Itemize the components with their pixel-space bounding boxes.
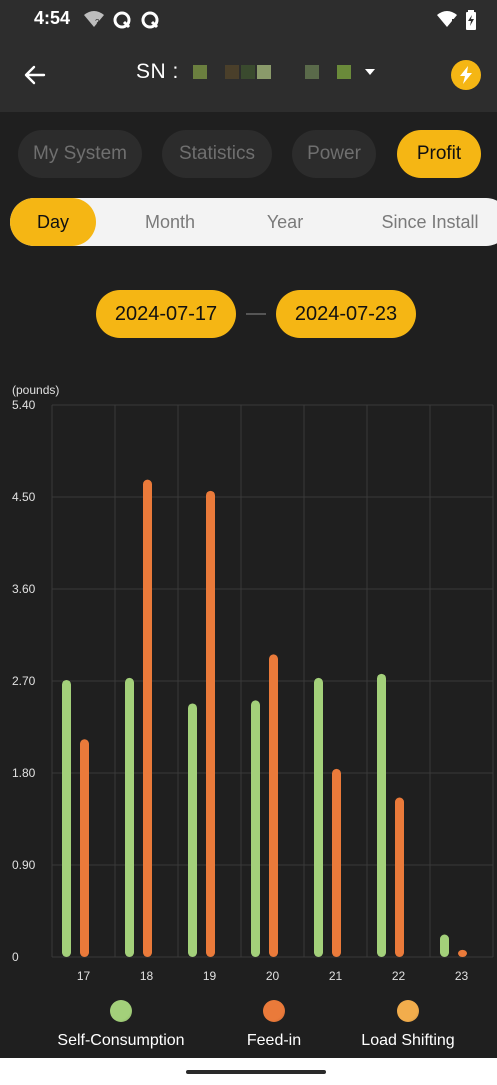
legend-label: Load Shifting [361, 1032, 455, 1049]
y-tick-label: 5.40 [12, 398, 36, 412]
bar-feed-in[interactable] [458, 949, 467, 957]
x-tick-label: 18 [140, 969, 154, 983]
chart-legend: Self-Consumption Feed-in Load Shifting [0, 1000, 497, 1056]
serial-number-selector[interactable]: SN : [136, 60, 375, 84]
y-tick-label: 0 [12, 950, 19, 964]
status-icons-left: ? [84, 10, 160, 30]
x-tick-label: 23 [455, 969, 469, 983]
lightning-icon [460, 66, 472, 84]
redacted-block [304, 65, 319, 79]
start-date-picker[interactable]: 2024-07-17 [96, 290, 236, 338]
bar-self-consumption[interactable] [377, 673, 386, 957]
legend-dot [263, 1000, 285, 1022]
bar-feed-in[interactable] [206, 490, 215, 957]
redacted-block [224, 65, 239, 79]
bar-self-consumption[interactable] [62, 679, 71, 957]
tab-profit[interactable]: Profit [397, 130, 481, 178]
status-icons-right [437, 10, 477, 30]
bar-feed-in[interactable] [332, 768, 341, 957]
battery-charging-icon [466, 10, 476, 30]
wifi-signal-icon [437, 11, 457, 27]
y-axis-label: (pounds) [12, 383, 59, 397]
redacted-block [208, 65, 223, 79]
serial-number-redacted [192, 65, 351, 79]
app-header: SN : [0, 40, 497, 112]
tab-my-system[interactable]: My System [18, 130, 142, 178]
dropdown-caret-icon [364, 69, 375, 75]
bar-self-consumption[interactable] [125, 677, 134, 957]
bar-feed-in[interactable] [80, 739, 89, 957]
sn-label: SN : [136, 60, 179, 83]
svg-text:?: ? [95, 18, 100, 27]
x-tick-label: 19 [203, 969, 217, 983]
redacted-block [320, 65, 335, 79]
app-notification-icon [141, 11, 159, 29]
y-axis-ticks: 5.40 4.50 3.60 2.70 1.80 0.90 0 [12, 398, 36, 964]
redacted-block [192, 65, 207, 79]
status-time: 4:54 [34, 8, 71, 28]
wifi-unknown-icon: ? [84, 11, 104, 27]
legend-self-consumption[interactable]: Self-Consumption [52, 1000, 190, 1050]
period-day[interactable]: Day [10, 198, 96, 246]
x-tick-label: 22 [392, 969, 406, 983]
app-notification-icon [113, 11, 131, 29]
y-tick-label: 4.50 [12, 490, 36, 504]
redacted-block [288, 65, 303, 79]
legend-feed-in[interactable]: Feed-in [238, 1000, 310, 1050]
redacted-block [256, 65, 271, 79]
tab-statistics[interactable]: Statistics [162, 130, 272, 178]
status-bar: 4:54 ? [0, 0, 497, 40]
period-month[interactable]: Month [144, 211, 196, 232]
x-tick-label: 21 [329, 969, 343, 983]
bar-feed-in[interactable] [269, 654, 278, 957]
legend-dot [397, 1000, 419, 1022]
bar-self-consumption[interactable] [188, 703, 197, 957]
bar-self-consumption[interactable] [251, 700, 260, 957]
y-tick-label: 0.90 [12, 858, 36, 872]
redacted-block [240, 65, 255, 79]
legend-label: Feed-in [246, 1032, 302, 1049]
tab-power[interactable]: Power [292, 130, 376, 178]
chart-grid [51, 404, 494, 958]
x-tick-label: 20 [266, 969, 280, 983]
period-since-install[interactable]: Since Install [381, 211, 479, 232]
legend-label: Self-Consumption [57, 1032, 185, 1049]
legend-dot [110, 1000, 132, 1022]
y-tick-label: 1.80 [12, 766, 36, 780]
date-range-separator [246, 313, 266, 315]
bar-self-consumption[interactable] [440, 934, 449, 957]
energy-flash-button[interactable] [451, 60, 481, 90]
chart-bars [62, 479, 467, 957]
bar-feed-in[interactable] [143, 479, 152, 957]
redacted-block [272, 65, 287, 79]
home-gesture-handle[interactable] [186, 1070, 326, 1074]
period-selector: Day Month Year Since Install [10, 198, 497, 246]
y-tick-label: 3.60 [12, 582, 36, 596]
y-tick-label: 2.70 [12, 674, 36, 688]
main-tabs: My System Statistics Power Profit [0, 112, 497, 194]
redacted-block [336, 65, 351, 79]
bar-self-consumption[interactable] [314, 677, 323, 957]
x-tick-label: 17 [77, 969, 91, 983]
period-year[interactable]: Year [266, 211, 304, 232]
x-axis-ticks: 17 18 19 20 21 22 23 [77, 969, 469, 983]
bar-feed-in[interactable] [395, 797, 404, 957]
legend-load-shifting[interactable]: Load Shifting [356, 1000, 460, 1050]
profit-bar-chart: (pounds) 5.404.503.602.701.800.900 17 18 1… [12, 383, 494, 983]
back-arrow-icon[interactable] [22, 62, 48, 88]
end-date-picker[interactable]: 2024-07-23 [276, 290, 416, 338]
